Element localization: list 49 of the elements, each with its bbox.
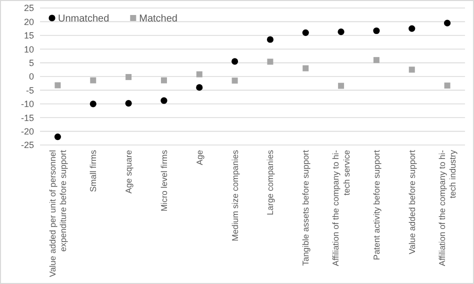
point xyxy=(232,78,238,84)
y-tick-label: 10 xyxy=(24,44,34,54)
point xyxy=(160,97,168,104)
point xyxy=(196,84,203,91)
point xyxy=(338,28,344,36)
x-tick-label: Affiliation of the company to hi-tech industry xyxy=(436,149,458,266)
point xyxy=(338,82,344,89)
y-tick-label: -5 xyxy=(26,85,34,96)
point xyxy=(373,57,380,64)
point xyxy=(231,58,238,65)
point xyxy=(302,65,309,72)
point xyxy=(54,133,62,140)
y-tick-label: 15 xyxy=(24,30,34,41)
x-tick-label: Value added per unit of personnel expenditure before support xyxy=(47,149,68,277)
y-tick-label: -10 xyxy=(20,99,34,110)
x-tick-label: Micro level firms xyxy=(158,150,169,212)
x-tick-label: Medium size companies xyxy=(230,150,240,242)
y-tick-label: 20 xyxy=(24,16,34,27)
y-tick-label: 5 xyxy=(28,58,34,68)
point xyxy=(54,82,61,88)
x-tick-label: Affiliation of the company to hi-tech service xyxy=(330,150,352,266)
point xyxy=(408,66,415,73)
x-tick-label: Age square xyxy=(124,150,134,194)
y-tick-label: -20 xyxy=(20,126,34,136)
legend-label: Matched xyxy=(139,14,178,24)
y-tick-label: -25 xyxy=(20,140,34,150)
point xyxy=(90,100,96,108)
x-tick-label: Tangible assets before support xyxy=(300,149,311,266)
x-tick-label: Large companies xyxy=(265,150,276,216)
x-tick-label: Patent activity before support xyxy=(371,149,382,260)
y-tick-label: 25 xyxy=(24,3,34,14)
point xyxy=(444,82,450,89)
point xyxy=(90,77,96,84)
point xyxy=(444,20,451,26)
point xyxy=(267,58,274,65)
x-tick-label: Value added before support xyxy=(406,149,417,254)
point xyxy=(125,100,132,107)
point xyxy=(126,74,132,80)
x-tick-label: Small firms xyxy=(88,150,98,192)
point xyxy=(302,29,309,36)
x-tick-label: Age xyxy=(194,150,204,166)
point xyxy=(160,77,167,84)
y-tick-label: 0 xyxy=(28,72,34,82)
y-tick-label: -15 xyxy=(20,112,34,123)
point xyxy=(266,36,274,43)
legend-label: Unmatched xyxy=(58,14,110,24)
point xyxy=(408,25,416,32)
point xyxy=(373,27,380,34)
point xyxy=(196,71,202,78)
